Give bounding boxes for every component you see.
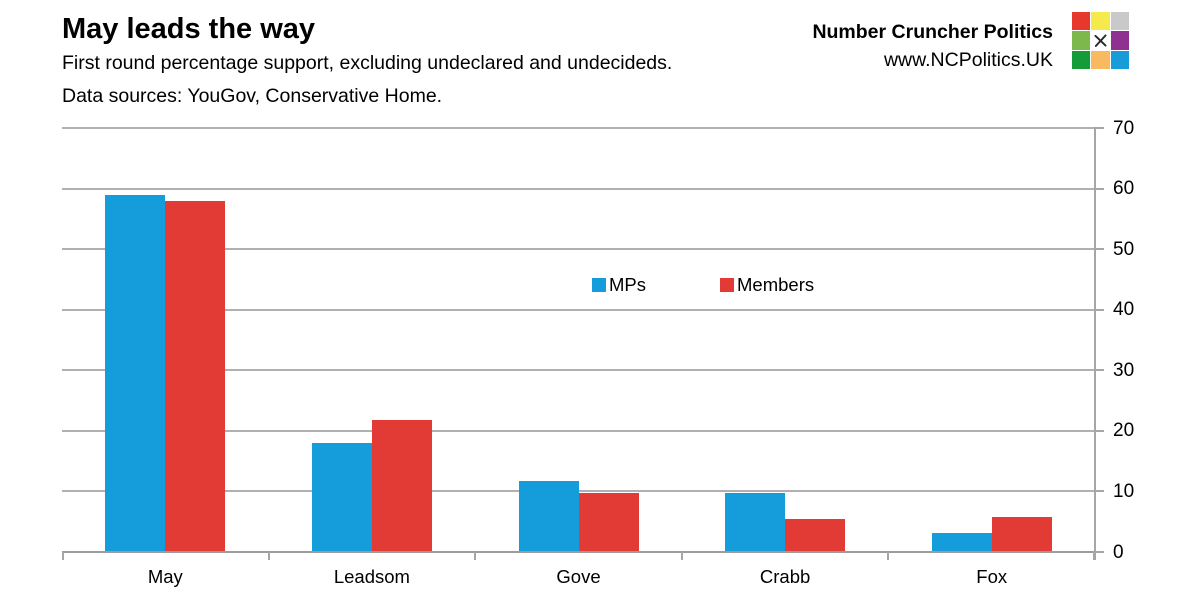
chart-subtitle: First round percentage support, excludin… xyxy=(62,52,673,74)
brand-logo xyxy=(1072,12,1129,69)
x-axis-line xyxy=(62,551,1103,553)
legend-item-mps: MPs xyxy=(592,274,646,296)
x-axis-tick xyxy=(680,552,683,560)
brand-name: Number Cruncher Politics xyxy=(812,21,1053,43)
logo-cell xyxy=(1091,12,1110,31)
x-axis-tick xyxy=(474,552,477,560)
y-axis-tick xyxy=(1094,490,1104,493)
bar-mps-gove xyxy=(518,480,579,552)
brand-url: www.NCPolitics.UK xyxy=(883,49,1053,71)
bar-members-gove xyxy=(578,492,639,552)
y-axis-tick xyxy=(1094,127,1104,129)
x-axis-category-label: Fox xyxy=(976,566,1008,587)
page-title: May leads the way xyxy=(62,13,316,45)
logo-cell xyxy=(1091,31,1110,50)
logo-cell xyxy=(1091,50,1110,69)
x-axis-tick xyxy=(267,552,270,560)
logo-cell xyxy=(1072,31,1091,50)
y-axis-tick-label: 40 xyxy=(1113,299,1135,321)
bar-mps-may xyxy=(105,194,166,552)
gridline xyxy=(62,187,1095,190)
legend-label: Members xyxy=(737,274,815,295)
gridline xyxy=(62,127,1095,129)
bar-mps-leadsom xyxy=(311,442,372,552)
x-axis-category-label: May xyxy=(147,566,183,587)
y-axis-line xyxy=(1094,128,1096,560)
logo-cell xyxy=(1110,50,1129,69)
y-axis-tick-label: 10 xyxy=(1113,480,1135,502)
bar-members-may xyxy=(165,200,226,552)
logo-cell xyxy=(1110,31,1129,50)
bar-members-crabb xyxy=(785,518,846,552)
legend-swatch-icon xyxy=(720,278,734,292)
y-axis-tick-label: 60 xyxy=(1113,178,1135,200)
y-axis-tick-label: 30 xyxy=(1113,359,1135,381)
gridline xyxy=(62,490,1095,493)
legend-item-members: Members xyxy=(720,274,814,296)
y-axis-tick xyxy=(1094,308,1104,311)
logo-cell xyxy=(1072,50,1091,69)
x-axis-tick xyxy=(62,552,64,560)
y-axis-tick-label: 0 xyxy=(1113,541,1124,563)
bar-mps-crabb xyxy=(725,493,786,552)
legend-swatch-icon xyxy=(592,278,606,292)
y-axis-tick-label: 70 xyxy=(1113,117,1135,139)
gridline xyxy=(62,308,1095,311)
x-mark-icon xyxy=(1094,34,1107,47)
x-axis-category-label: Crabb xyxy=(759,566,811,587)
chart-data-sources: Data sources: YouGov, Conservative Home. xyxy=(62,85,443,107)
x-axis-category-label: Leadsom xyxy=(333,566,410,587)
y-axis-tick xyxy=(1094,187,1104,190)
x-axis-tick xyxy=(887,552,890,560)
legend-label: MPs xyxy=(609,274,646,295)
x-axis-category-label: Gove xyxy=(556,566,601,587)
x-axis-tick xyxy=(1093,552,1095,560)
y-axis-tick xyxy=(1094,369,1104,372)
y-axis-tick xyxy=(1094,248,1104,251)
bar-members-leadsom xyxy=(371,419,432,552)
y-axis-tick-label: 20 xyxy=(1113,420,1135,442)
y-axis-tick-label: 50 xyxy=(1113,238,1135,260)
logo-cell xyxy=(1110,12,1129,31)
bar-mps-fox xyxy=(931,532,992,552)
bar-members-fox xyxy=(991,517,1052,552)
gridline xyxy=(62,248,1095,251)
y-axis-tick xyxy=(1094,429,1104,432)
y-axis-tick xyxy=(1094,551,1104,553)
chart-plot-area: 0 10 20 30 40 50 60 70 May Leadsom Gove Crabb Fox MPs… xyxy=(62,119,1134,587)
logo-cell xyxy=(1072,12,1091,31)
gridline xyxy=(62,369,1095,372)
gridline xyxy=(62,429,1095,432)
